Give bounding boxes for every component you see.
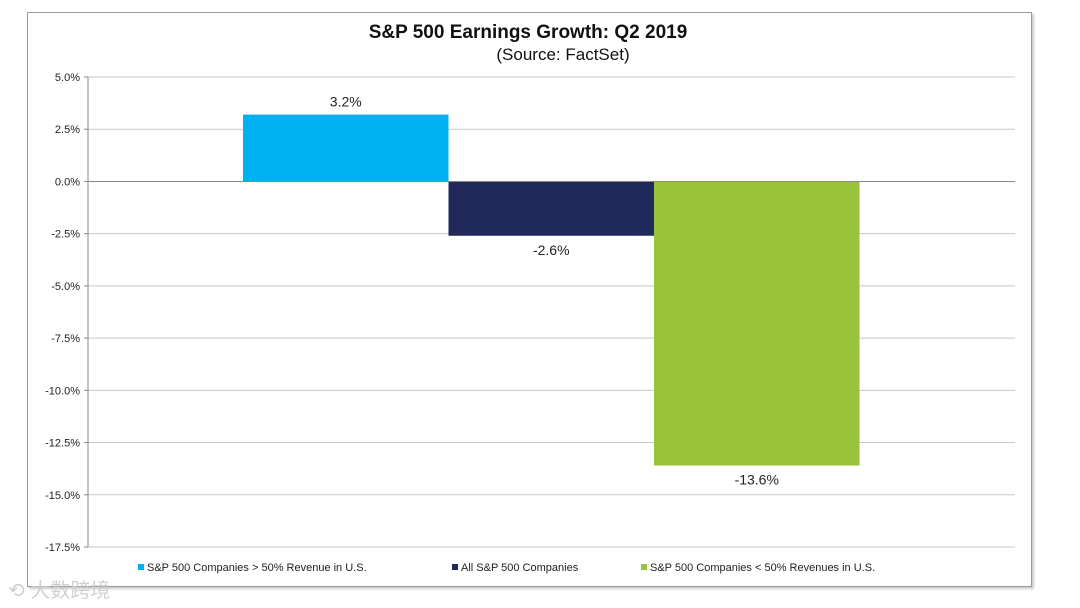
y-tick-label: -17.5% bbox=[45, 542, 80, 554]
legend-swatch bbox=[452, 564, 458, 570]
legend-label: S&P 500 Companies > 50% Revenue in U.S. bbox=[147, 562, 367, 574]
y-tick-label: 2.5% bbox=[55, 124, 80, 136]
legend-label: S&P 500 Companies < 50% Revenues in U.S. bbox=[650, 562, 876, 574]
chart-subtitle: (Source: FactSet) bbox=[496, 45, 630, 64]
y-tick-label: -2.5% bbox=[51, 229, 80, 241]
y-tick-label: 0.0% bbox=[55, 176, 80, 188]
chart-title: S&P 500 Earnings Growth: Q2 2019 bbox=[368, 22, 688, 43]
bar-1 bbox=[243, 114, 449, 182]
y-tick-label: 5.0% bbox=[55, 72, 80, 84]
legend-swatch bbox=[138, 564, 144, 570]
legend-label: All S&P 500 Companies bbox=[461, 562, 579, 574]
y-tick-label: -5.0% bbox=[51, 281, 80, 293]
data-label: -13.6% bbox=[735, 472, 779, 488]
watermark: ⟲ 大数跨境 bbox=[8, 580, 111, 602]
y-tick-label: -12.5% bbox=[45, 438, 80, 450]
watermark-text: 大数跨境 bbox=[30, 580, 111, 602]
y-tick-label: -15.0% bbox=[45, 490, 80, 502]
legend-item-majority-us: S&P 500 Companies > 50% Revenue in U.S. bbox=[138, 562, 367, 574]
bar-3 bbox=[654, 181, 860, 466]
legend-swatch bbox=[641, 564, 647, 570]
y-tick-label: -7.5% bbox=[51, 333, 80, 345]
legend-item-majority-intl: S&P 500 Companies < 50% Revenues in U.S. bbox=[641, 562, 875, 574]
y-tick-label: -10.0% bbox=[45, 385, 80, 397]
bar-2 bbox=[448, 181, 654, 236]
chart-frame bbox=[27, 12, 1032, 587]
legend-item-all: All S&P 500 Companies bbox=[452, 562, 578, 574]
data-label: -2.6% bbox=[533, 242, 570, 258]
data-label: 3.2% bbox=[330, 94, 362, 110]
